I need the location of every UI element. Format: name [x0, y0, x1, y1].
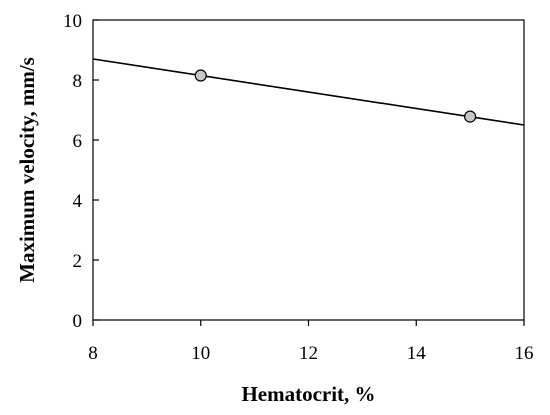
plot-area	[92, 19, 525, 321]
x-tick-label: 10	[191, 343, 210, 364]
plot-frame	[92, 19, 525, 321]
x-axis-ticks: 8 10 12 14 16	[88, 320, 534, 364]
y-tick-label: 6	[73, 131, 83, 152]
y-axis-title: Maximum velocity, mm/s	[15, 57, 39, 283]
data-point	[194, 69, 207, 82]
x-tick-label: 16	[515, 343, 534, 364]
y-tick-label: 0	[73, 311, 83, 332]
y-tick-label: 2	[73, 251, 83, 272]
data-point	[464, 110, 477, 123]
x-axis-title: Hematocrit, %	[241, 382, 375, 406]
y-tick-label: 10	[63, 11, 82, 32]
y-tick-label: 8	[73, 71, 83, 92]
x-tick-label: 14	[407, 343, 427, 364]
y-axis-ticks: 0 2 4 6 8 10	[63, 11, 99, 332]
x-tick-label: 8	[88, 343, 98, 364]
x-tick-label: 12	[299, 343, 318, 364]
trend-line	[92, 58, 525, 126]
series	[92, 58, 525, 126]
y-tick-label: 4	[73, 191, 83, 212]
